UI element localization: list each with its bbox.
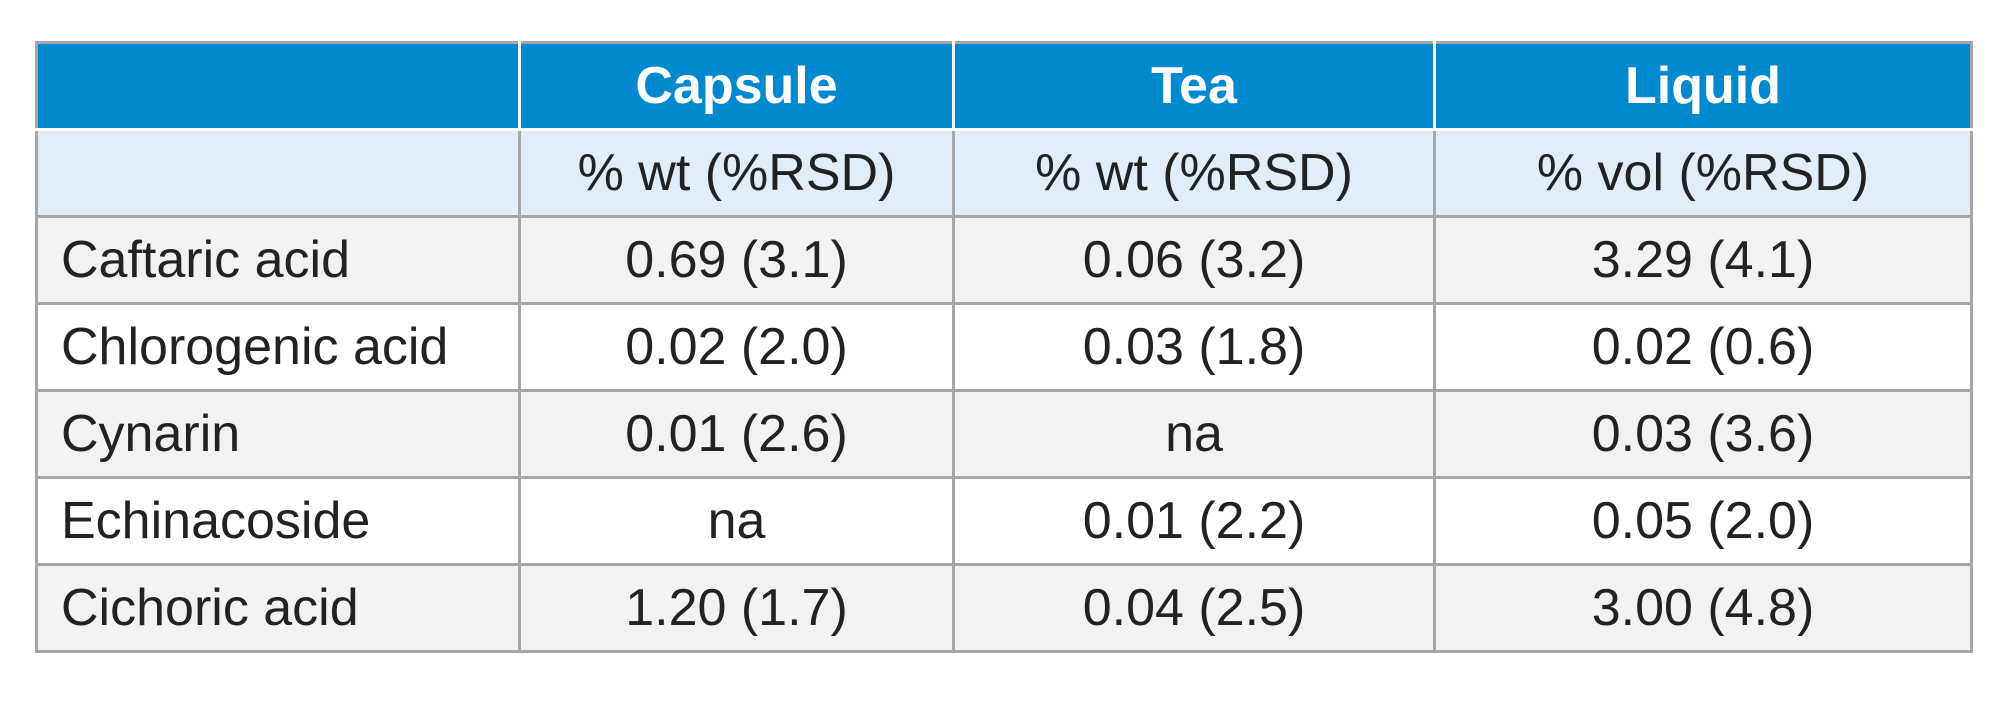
value-cell: 3.00 (4.8) bbox=[1433, 563, 1973, 653]
results-table: Capsule Tea Liquid % wt (%RSD) % wt (%RS… bbox=[35, 41, 1973, 653]
results-table-container: Capsule Tea Liquid % wt (%RSD) % wt (%RS… bbox=[35, 41, 1973, 653]
table-row: Cichoric acid 1.20 (1.7) 0.04 (2.5) 3.00 (4… bbox=[35, 563, 1973, 653]
column-header-empty bbox=[35, 41, 521, 131]
value-cell: 3.29 (4.1) bbox=[1433, 215, 1973, 305]
units-cell-liquid: % vol (%RSD) bbox=[1433, 128, 1973, 218]
column-header-liquid: Liquid bbox=[1433, 41, 1973, 131]
value-cell: 0.03 (1.8) bbox=[952, 302, 1436, 392]
value-cell: 0.02 (2.0) bbox=[518, 302, 955, 392]
row-label: Caftaric acid bbox=[35, 215, 521, 305]
column-header-tea: Tea bbox=[952, 41, 1436, 131]
units-cell-tea: % wt (%RSD) bbox=[952, 128, 1436, 218]
units-row: % wt (%RSD) % wt (%RSD) % vol (%RSD) bbox=[35, 128, 1973, 218]
value-cell: 0.69 (3.1) bbox=[518, 215, 955, 305]
value-cell: 1.20 (1.7) bbox=[518, 563, 955, 653]
units-cell-empty bbox=[35, 128, 521, 218]
value-cell: 0.06 (3.2) bbox=[952, 215, 1436, 305]
table-row: Caftaric acid 0.69 (3.1) 0.06 (3.2) 3.29 (4… bbox=[35, 215, 1973, 305]
value-cell: na bbox=[518, 476, 955, 566]
table-row: Chlorogenic acid 0.02 (2.0) 0.03 (1.8) 0.02… bbox=[35, 302, 1973, 392]
value-cell: 0.01 (2.2) bbox=[952, 476, 1436, 566]
units-cell-capsule: % wt (%RSD) bbox=[518, 128, 955, 218]
header-row: Capsule Tea Liquid bbox=[35, 41, 1973, 131]
row-label: Chlorogenic acid bbox=[35, 302, 521, 392]
row-label: Echinacoside bbox=[35, 476, 521, 566]
value-cell: 0.02 (0.6) bbox=[1433, 302, 1973, 392]
row-label: Cichoric acid bbox=[35, 563, 521, 653]
value-cell: 0.04 (2.5) bbox=[952, 563, 1436, 653]
table-row: Echinacoside na 0.01 (2.2) 0.05 (2.0) bbox=[35, 476, 1973, 566]
value-cell: 0.01 (2.6) bbox=[518, 389, 955, 479]
value-cell: 0.03 (3.6) bbox=[1433, 389, 1973, 479]
column-header-capsule: Capsule bbox=[518, 41, 955, 131]
value-cell: 0.05 (2.0) bbox=[1433, 476, 1973, 566]
value-cell: na bbox=[952, 389, 1436, 479]
row-label: Cynarin bbox=[35, 389, 521, 479]
table-row: Cynarin 0.01 (2.6) na 0.03 (3.6) bbox=[35, 389, 1973, 479]
